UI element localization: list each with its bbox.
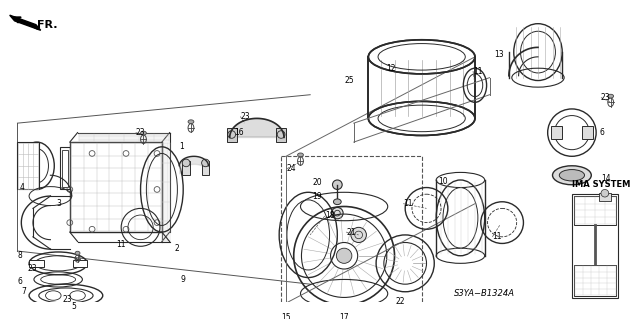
Ellipse shape (221, 315, 225, 318)
Text: 17: 17 (339, 313, 349, 319)
Text: 7: 7 (21, 287, 26, 296)
Text: 11: 11 (403, 199, 413, 208)
Text: 2: 2 (175, 244, 179, 253)
Ellipse shape (559, 170, 584, 181)
Text: 4: 4 (19, 183, 24, 192)
Text: 23: 23 (62, 295, 72, 304)
Ellipse shape (333, 199, 341, 204)
Bar (60, 147, 70, 189)
Bar (550, 126, 562, 139)
Bar (281, 156, 422, 303)
Bar (574, 196, 616, 225)
Ellipse shape (202, 159, 209, 167)
Ellipse shape (333, 180, 342, 189)
Bar (62, 150, 68, 187)
Text: 23: 23 (601, 93, 611, 102)
Text: 19: 19 (312, 192, 322, 201)
Text: S3YA−B1324A: S3YA−B1324A (454, 289, 515, 298)
Text: 11: 11 (473, 67, 483, 76)
Polygon shape (70, 232, 170, 241)
Text: 22: 22 (396, 297, 405, 306)
Bar (574, 265, 616, 295)
Text: 8: 8 (17, 251, 22, 260)
Text: 11: 11 (116, 240, 126, 249)
Bar (572, 194, 618, 298)
Ellipse shape (75, 251, 80, 255)
Polygon shape (10, 15, 41, 30)
Text: 3: 3 (56, 199, 61, 208)
Ellipse shape (351, 227, 367, 242)
Bar (369, 57, 475, 118)
Text: 6: 6 (17, 277, 22, 286)
Bar (29, 260, 44, 267)
Bar (70, 142, 162, 232)
Bar (276, 128, 286, 142)
Polygon shape (369, 57, 475, 118)
Text: 23: 23 (241, 112, 250, 121)
Ellipse shape (298, 153, 303, 157)
Bar (599, 193, 611, 201)
Text: 18: 18 (324, 211, 334, 220)
Text: IMA SYSTEM: IMA SYSTEM (572, 180, 630, 189)
Ellipse shape (601, 189, 609, 197)
Text: 5: 5 (72, 302, 77, 311)
Text: 15: 15 (281, 313, 291, 319)
Ellipse shape (337, 248, 352, 263)
Text: 14: 14 (601, 174, 611, 182)
Text: 1: 1 (179, 142, 184, 151)
Text: FR.: FR. (37, 20, 58, 30)
Ellipse shape (608, 94, 614, 98)
Polygon shape (70, 133, 170, 142)
Text: 11: 11 (492, 232, 502, 241)
Bar (227, 128, 237, 142)
Polygon shape (230, 118, 284, 137)
Text: 16: 16 (235, 128, 244, 137)
Ellipse shape (141, 131, 147, 135)
Bar (436, 180, 484, 256)
Text: 23: 23 (27, 263, 36, 272)
Ellipse shape (552, 166, 591, 185)
Ellipse shape (188, 120, 194, 124)
Bar (182, 161, 190, 175)
Text: 23: 23 (136, 128, 145, 137)
Text: 20: 20 (312, 178, 322, 187)
Text: 10: 10 (438, 177, 448, 186)
Text: 21: 21 (346, 227, 356, 237)
Polygon shape (162, 133, 170, 241)
Text: 6: 6 (599, 128, 604, 137)
Text: 12: 12 (386, 64, 396, 73)
Text: 9: 9 (180, 275, 185, 284)
Bar (73, 260, 87, 267)
Ellipse shape (182, 159, 190, 167)
Bar (202, 161, 209, 175)
Ellipse shape (332, 207, 343, 219)
Bar (582, 126, 593, 139)
Text: 25: 25 (344, 76, 354, 85)
Bar (17, 142, 39, 189)
Text: 24: 24 (287, 164, 296, 173)
Text: 13: 13 (494, 50, 504, 59)
